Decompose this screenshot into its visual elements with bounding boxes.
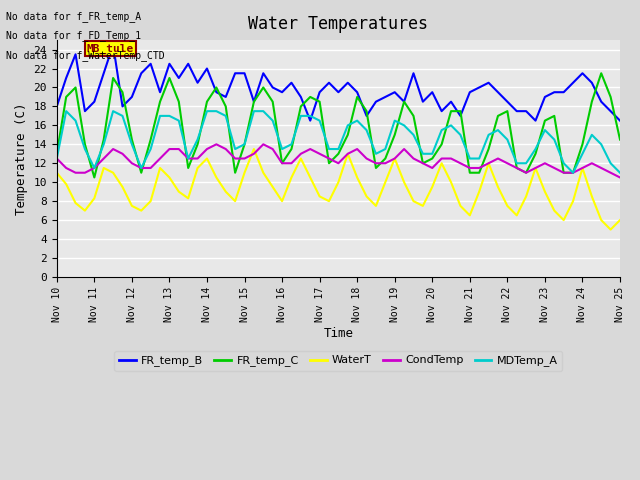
WaterT: [259, 170, 267, 176]
FR_temp_B: [372, 99, 380, 105]
WaterT: [616, 217, 624, 223]
Text: No data for f_WaterTemp_CTD: No data for f_WaterTemp_CTD: [6, 49, 165, 60]
CondTemp: [53, 156, 61, 161]
FR_temp_C: [363, 108, 371, 114]
MDTemp_A: [569, 170, 577, 176]
CondTemp: [400, 146, 408, 152]
Text: No data for f_FD_Temp_1: No data for f_FD_Temp_1: [6, 30, 141, 41]
WaterT: [250, 146, 258, 152]
FR_temp_C: [175, 99, 182, 105]
Legend: FR_temp_B, FR_temp_C, WaterT, CondTemp, MDTemp_A: FR_temp_B, FR_temp_C, WaterT, CondTemp, …: [115, 351, 563, 371]
FR_temp_C: [400, 99, 408, 105]
CondTemp: [166, 146, 173, 152]
FR_temp_B: [560, 89, 568, 95]
FR_temp_B: [53, 104, 61, 109]
MDTemp_A: [53, 156, 61, 161]
WaterT: [363, 193, 371, 199]
FR_temp_C: [550, 113, 558, 119]
CondTemp: [616, 175, 624, 180]
MDTemp_A: [616, 170, 624, 176]
FR_temp_C: [259, 84, 267, 90]
MDTemp_A: [62, 108, 70, 114]
MDTemp_A: [194, 137, 202, 143]
FR_temp_C: [53, 151, 61, 156]
FR_temp_C: [90, 175, 98, 180]
FR_temp_C: [597, 71, 605, 76]
FR_temp_C: [616, 137, 624, 143]
CondTemp: [184, 156, 192, 161]
Y-axis label: Temperature (C): Temperature (C): [15, 102, 28, 215]
FR_temp_B: [259, 71, 267, 76]
CondTemp: [550, 165, 558, 171]
Line: CondTemp: CondTemp: [57, 144, 620, 178]
Title: Water Temperatures: Water Temperatures: [248, 15, 428, 33]
CondTemp: [363, 156, 371, 161]
MDTemp_A: [259, 108, 267, 114]
Line: FR_temp_B: FR_temp_B: [57, 45, 620, 120]
MDTemp_A: [550, 137, 558, 143]
CondTemp: [212, 142, 220, 147]
X-axis label: Time: Time: [323, 327, 353, 340]
Line: FR_temp_C: FR_temp_C: [57, 73, 620, 178]
WaterT: [53, 170, 61, 176]
FR_temp_B: [616, 118, 624, 123]
FR_temp_B: [307, 118, 314, 123]
Text: No data for f_FR_temp_A: No data for f_FR_temp_A: [6, 11, 141, 22]
WaterT: [607, 227, 614, 232]
Line: WaterT: WaterT: [57, 149, 620, 229]
MDTemp_A: [175, 118, 182, 123]
WaterT: [400, 180, 408, 185]
FR_temp_B: [410, 71, 417, 76]
WaterT: [550, 208, 558, 214]
WaterT: [184, 195, 192, 201]
FR_temp_B: [194, 80, 202, 85]
FR_temp_B: [175, 75, 182, 81]
FR_temp_B: [109, 42, 117, 48]
Text: MB_tule: MB_tule: [87, 44, 134, 54]
MDTemp_A: [400, 122, 408, 128]
CondTemp: [259, 142, 267, 147]
MDTemp_A: [363, 127, 371, 133]
Line: MDTemp_A: MDTemp_A: [57, 111, 620, 173]
FR_temp_C: [194, 142, 202, 147]
WaterT: [166, 175, 173, 180]
